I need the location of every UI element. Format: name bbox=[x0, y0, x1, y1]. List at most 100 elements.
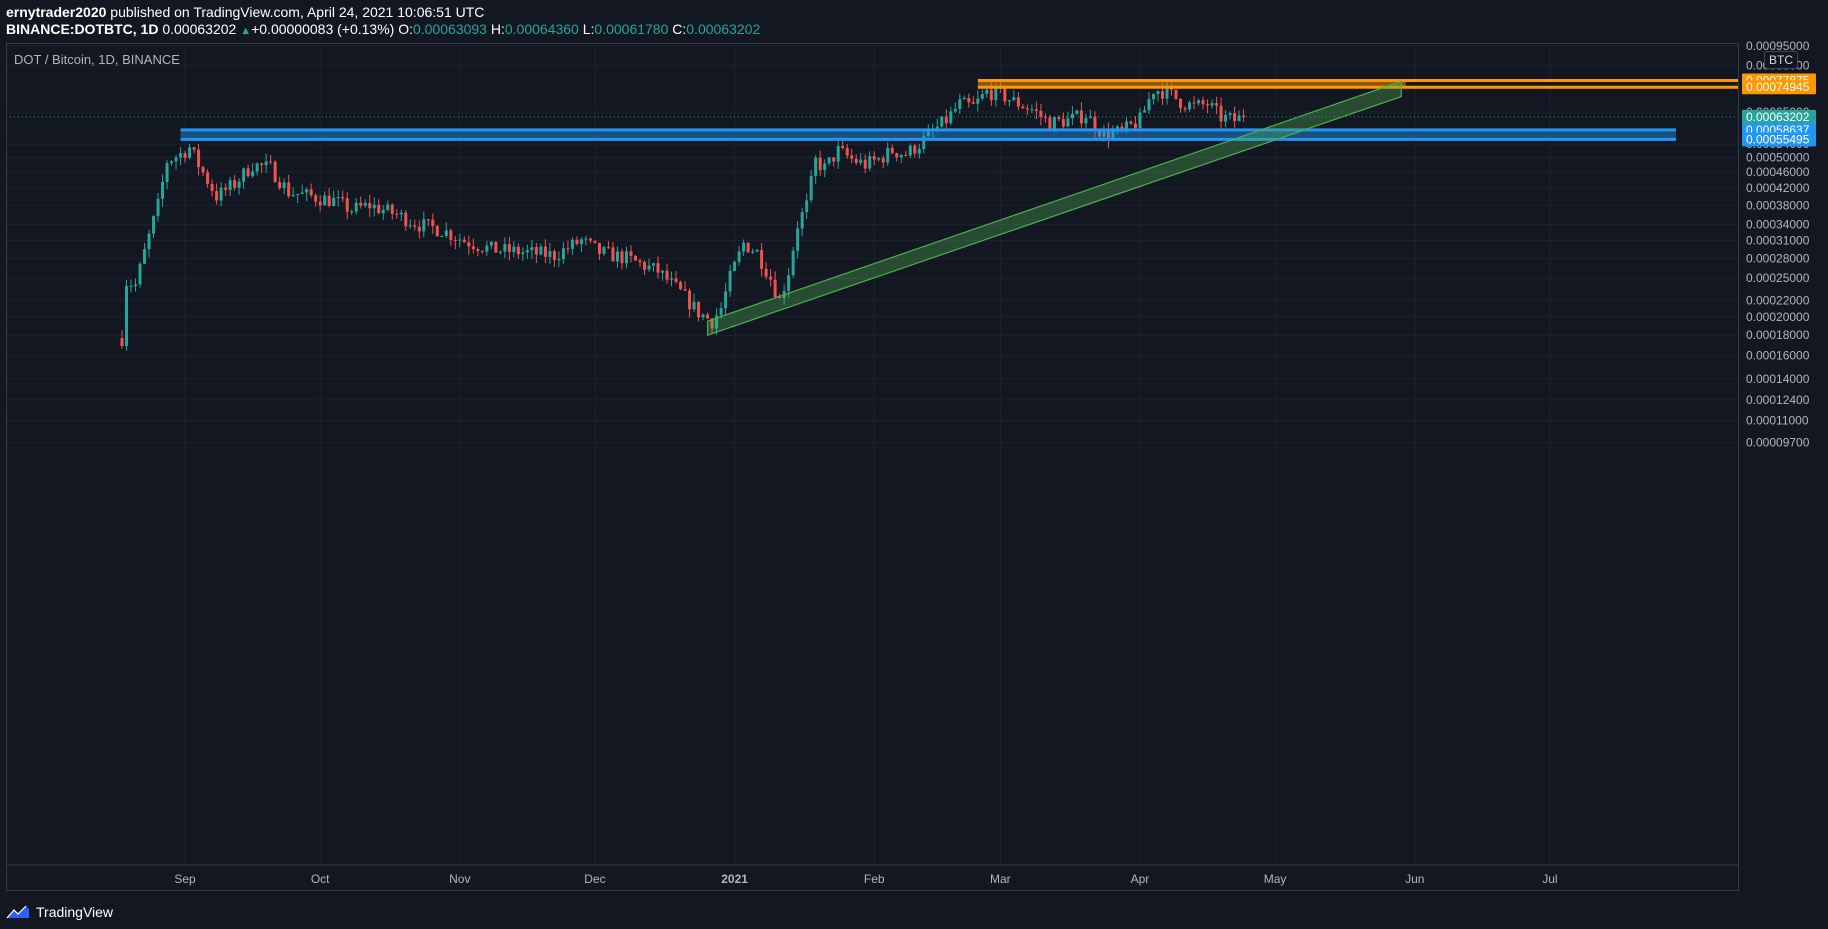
x-tick-label: Mar bbox=[990, 872, 1011, 886]
candle-body bbox=[1219, 105, 1223, 122]
candle-body bbox=[733, 261, 737, 271]
x-tick-label: May bbox=[1264, 872, 1287, 886]
candle-body bbox=[962, 98, 966, 100]
candle-body bbox=[1147, 99, 1151, 111]
candle-body bbox=[697, 301, 701, 318]
candle-body bbox=[1242, 115, 1246, 117]
candle-body bbox=[791, 250, 795, 276]
candle-body bbox=[422, 219, 426, 232]
candle-body bbox=[408, 225, 412, 227]
candle-body bbox=[1142, 110, 1146, 113]
candle-body bbox=[1030, 109, 1034, 111]
candle-body bbox=[332, 197, 336, 207]
candle-body bbox=[552, 251, 556, 260]
currency-badge[interactable]: BTC bbox=[1764, 51, 1798, 69]
candle-body bbox=[530, 247, 534, 251]
candle-body bbox=[156, 198, 160, 217]
candle-body bbox=[395, 213, 399, 215]
candle-body bbox=[746, 242, 750, 253]
candle-body bbox=[1066, 118, 1070, 127]
candle-body bbox=[989, 89, 993, 101]
candle-body bbox=[534, 247, 538, 255]
candle-body bbox=[296, 193, 300, 195]
candle-body bbox=[476, 249, 480, 251]
candle-body bbox=[390, 204, 394, 214]
y-tick-label: 0.00028000 bbox=[1746, 251, 1810, 265]
tradingview-logo-icon[interactable] bbox=[6, 904, 30, 920]
candle-body bbox=[120, 338, 124, 347]
candle-body bbox=[1174, 89, 1178, 99]
candle-body bbox=[800, 212, 804, 229]
candle-body bbox=[971, 102, 975, 104]
candle-body bbox=[606, 247, 610, 249]
candle-body bbox=[242, 168, 246, 182]
candle-body bbox=[210, 183, 214, 192]
candle-body bbox=[345, 198, 349, 212]
y-tick-label: 0.00018000 bbox=[1746, 328, 1810, 342]
candle-body bbox=[652, 263, 656, 266]
candle-body bbox=[611, 247, 615, 262]
candle-body bbox=[1201, 100, 1205, 105]
drawn-zones bbox=[6, 79, 1739, 336]
trend-channel bbox=[706, 80, 1402, 336]
candle-body bbox=[926, 130, 930, 137]
candle-body bbox=[805, 200, 809, 213]
price-axis[interactable]: 0.000950000.000850000.000650000.00054000… bbox=[1746, 39, 1810, 450]
candle-body bbox=[255, 163, 259, 172]
footer-brand[interactable]: TradingView bbox=[36, 904, 114, 920]
candle-body bbox=[706, 314, 710, 319]
candle-body bbox=[1210, 103, 1214, 106]
candle-body bbox=[278, 182, 282, 189]
time-axis[interactable]: Sep Oct Nov Dec 2021 Feb Mar Apr May Jun Jul bbox=[6, 864, 1739, 886]
candle-body bbox=[359, 202, 363, 206]
candle-body bbox=[354, 202, 358, 212]
x-tick-label: Jul bbox=[1542, 872, 1557, 886]
candle-body bbox=[287, 182, 291, 197]
support-bottom-tag: 0.00055495 bbox=[1746, 132, 1810, 146]
candle-body bbox=[715, 315, 719, 329]
y-tick-label: 0.00095000 bbox=[1746, 39, 1810, 53]
candle-body bbox=[724, 291, 728, 309]
candle-body bbox=[1197, 100, 1201, 104]
resistance-bottom-tag: 0.00074945 bbox=[1746, 80, 1810, 94]
candle-body bbox=[260, 163, 264, 166]
candle-body bbox=[170, 161, 174, 164]
candle-body bbox=[327, 195, 331, 207]
x-tick-label: Dec bbox=[584, 872, 605, 886]
candle-body bbox=[201, 167, 205, 173]
candle-body bbox=[1192, 102, 1196, 104]
candle-body bbox=[692, 301, 696, 310]
candle-body bbox=[1093, 116, 1097, 131]
candle-body bbox=[1052, 117, 1056, 131]
candle-body bbox=[318, 201, 322, 206]
author-name[interactable]: ernytrader2020 bbox=[6, 4, 107, 20]
candle-body bbox=[1111, 131, 1115, 140]
candle-body bbox=[219, 187, 223, 201]
candle-body bbox=[224, 187, 228, 190]
candle-body bbox=[832, 157, 836, 162]
y-tick-label: 0.00038000 bbox=[1746, 198, 1810, 212]
candle-body bbox=[192, 147, 196, 150]
x-tick-label: 2021 bbox=[721, 872, 748, 886]
candle-body bbox=[1061, 119, 1065, 127]
candle-body bbox=[453, 239, 457, 241]
candle-body bbox=[656, 263, 660, 273]
resistance-zone bbox=[977, 80, 1406, 88]
candle-body bbox=[872, 156, 876, 160]
candle-body bbox=[1138, 112, 1142, 129]
candle-body bbox=[940, 116, 944, 127]
candle-body bbox=[935, 126, 939, 130]
candle-body bbox=[593, 240, 597, 243]
candle-body bbox=[539, 246, 543, 255]
candle-body bbox=[377, 204, 381, 214]
candle-body bbox=[494, 241, 498, 253]
publish-info: ernytrader2020 published on TradingView.… bbox=[6, 4, 484, 20]
candle-body bbox=[985, 89, 989, 94]
x-tick-label: Feb bbox=[864, 872, 885, 886]
candle-body bbox=[958, 99, 962, 109]
candle-body bbox=[823, 163, 827, 171]
candle-body bbox=[769, 276, 773, 280]
candle-body bbox=[323, 195, 327, 206]
candle-body bbox=[525, 250, 529, 253]
